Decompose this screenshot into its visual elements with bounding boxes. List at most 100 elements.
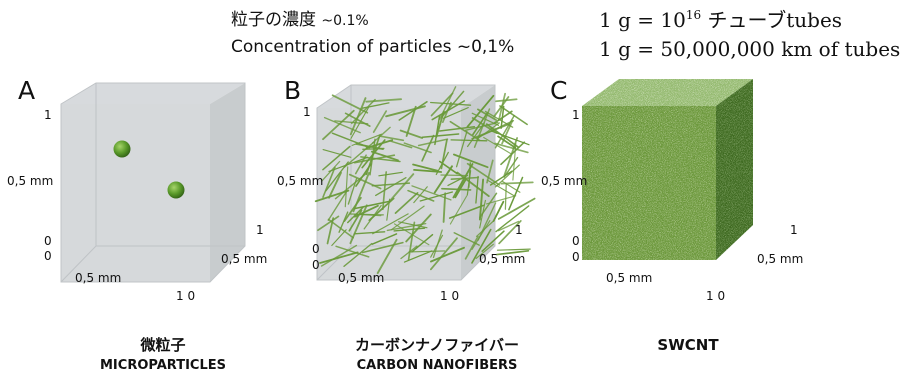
cube-a-front-face <box>61 104 210 282</box>
fiber <box>464 121 499 132</box>
fiber <box>322 145 351 171</box>
fiber <box>466 170 472 196</box>
fiber <box>421 133 460 138</box>
fiber <box>450 139 488 142</box>
axis-label-origin: 0 <box>572 250 580 264</box>
fiber <box>442 107 469 119</box>
fiber <box>452 153 489 169</box>
fiber <box>375 177 407 197</box>
axis-label-left-mid: 0,5 mm <box>277 174 323 188</box>
fiber <box>413 186 428 204</box>
fiber <box>498 92 506 121</box>
fiber <box>335 245 370 258</box>
fiber <box>353 154 396 164</box>
fiber <box>434 115 441 146</box>
axis-label-origin: 0 <box>44 249 52 263</box>
fiber <box>388 173 415 203</box>
fiber <box>430 246 465 263</box>
cube-a-outline <box>60 82 246 283</box>
fiber <box>494 142 529 154</box>
fiber <box>413 169 443 173</box>
fiber <box>481 230 505 252</box>
fiber <box>441 187 472 191</box>
fiber <box>454 178 467 199</box>
fiber <box>485 195 517 205</box>
fiber <box>421 134 435 162</box>
axis-label-bottom-mid: 0,5 mm <box>606 271 652 285</box>
fiber <box>352 171 370 213</box>
fiber <box>378 171 403 177</box>
fiber <box>466 162 501 186</box>
caption-jp: カーボンナノファイバー <box>355 336 519 354</box>
fiber <box>344 166 349 208</box>
fiber <box>403 250 433 263</box>
fiber <box>319 251 359 264</box>
fiber <box>492 200 505 222</box>
fiber <box>471 123 511 140</box>
fiber <box>475 175 479 204</box>
axis-label-origin: 0 <box>312 258 320 272</box>
particle <box>113 140 131 158</box>
fiber <box>438 126 476 132</box>
fiber <box>405 213 432 243</box>
cube-a <box>60 82 246 283</box>
fiber <box>450 176 479 180</box>
panel-b: B 1 0,5 mm 0 0 0,5 mm 1 0 1 0,5 mm カーボンナ… <box>277 76 536 373</box>
fiber <box>466 94 495 128</box>
fiber <box>317 215 340 232</box>
header-right-line1: 1 g = 1016 チューブtubes <box>599 8 842 32</box>
fiber <box>500 105 505 129</box>
axis-label-right-top: 1 <box>515 223 523 237</box>
fiber <box>411 185 452 201</box>
fiber <box>497 197 536 220</box>
header-jp-line: 粒子の濃度 ~0.1% <box>231 10 369 30</box>
fiber <box>500 141 526 166</box>
fiber <box>361 241 404 254</box>
fiber <box>371 182 411 187</box>
fiber <box>331 132 371 149</box>
fiber <box>398 101 428 121</box>
fiber <box>347 178 358 205</box>
cube-c <box>582 79 753 260</box>
fiber <box>456 171 490 198</box>
fiber <box>412 163 439 172</box>
fiber <box>478 178 485 221</box>
fiber <box>417 138 449 147</box>
fiber <box>365 139 394 149</box>
fiber <box>344 112 371 127</box>
fiber <box>322 149 352 158</box>
header-en-line: Concentration of particles ~0,1% <box>231 37 514 57</box>
axis-label-right-mid: 0,5 mm <box>757 252 803 266</box>
fiber <box>440 174 466 177</box>
fiber <box>372 110 388 133</box>
axis-label-origin: 0 <box>572 234 580 248</box>
fiber <box>320 244 358 267</box>
fiber <box>495 205 530 233</box>
panel-letter-b: B <box>284 76 301 105</box>
fiber <box>475 243 494 260</box>
axis-label-top: 1 <box>572 108 580 122</box>
fiber <box>477 202 497 241</box>
fiber <box>455 130 468 168</box>
fiber <box>394 192 419 214</box>
panel-a: A 1 0,5 mm 0 0 0,5 mm 1 0 1 0,5 mm 微粒子 M… <box>7 76 267 373</box>
fiber <box>479 199 486 229</box>
fiber <box>399 129 424 139</box>
caption-en: MICROPARTICLES <box>100 358 226 373</box>
fiber <box>497 220 520 232</box>
panel-letter-a: A <box>18 76 35 105</box>
fiber <box>331 229 347 247</box>
fiber <box>349 213 384 216</box>
fiber <box>372 213 409 235</box>
axis-label-bottom-end: 1 0 <box>176 289 195 303</box>
fiber <box>464 235 479 260</box>
fiber <box>385 105 426 118</box>
fiber <box>494 114 515 149</box>
fiber <box>486 159 494 184</box>
fiber <box>501 120 514 145</box>
fiber <box>499 105 528 126</box>
particle <box>167 181 185 199</box>
axis-label-origin: 0 <box>312 242 320 256</box>
axis-label-right-top: 1 <box>256 223 264 237</box>
